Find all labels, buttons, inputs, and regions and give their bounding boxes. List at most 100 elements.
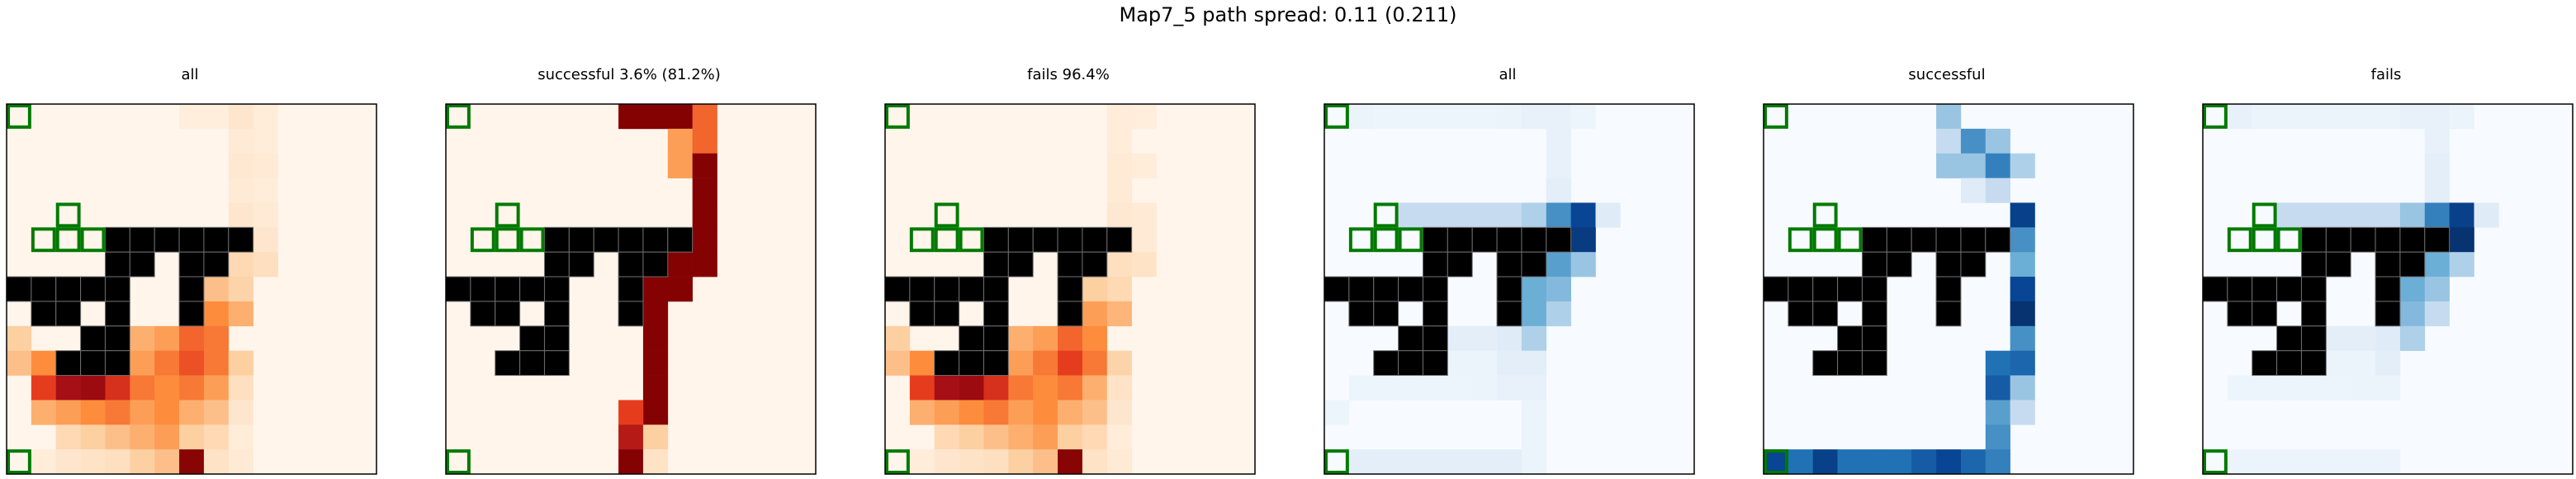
heat-cell (1960, 128, 1986, 154)
heat-cell (203, 325, 230, 351)
heat-cell (1082, 325, 1108, 351)
heat-cell (1546, 153, 1571, 178)
heat-cell (667, 277, 693, 302)
heat-cell (2424, 301, 2450, 327)
axes-frame (445, 103, 817, 475)
outlined-cell (31, 227, 56, 253)
heat-cell (1447, 449, 1473, 475)
obstacle-cell (2252, 276, 2278, 302)
obstacle-cell (1788, 276, 1814, 302)
heat-cell (1398, 449, 1423, 475)
obstacle-cell (1935, 301, 1962, 327)
heat-cell (1373, 375, 1399, 401)
panel-all-blues: all (1318, 58, 1698, 479)
heat-cell (1985, 424, 2010, 450)
obstacle-cell (55, 276, 82, 302)
heat-cell (1033, 424, 1058, 450)
heat-cell (228, 178, 253, 203)
heat-cell (1423, 375, 1448, 401)
obstacle-cell (1057, 251, 1083, 277)
heat-cell (2326, 104, 2351, 130)
heat-cell (1788, 449, 1814, 475)
heat-cell (2351, 449, 2376, 475)
axes-frame (6, 103, 377, 475)
heat-cell (1131, 153, 1157, 178)
heat-cell (692, 178, 717, 203)
obstacle-cell (1861, 276, 1887, 302)
heat-cell (1106, 277, 1132, 302)
heat-cell (667, 153, 693, 178)
heatmap-grid (2202, 103, 2574, 475)
panel-title: all (1499, 66, 1517, 83)
obstacle-cell (934, 301, 960, 327)
obstacle-cell (1471, 226, 1498, 253)
heat-cell (2010, 227, 2035, 253)
heat-cell (1082, 350, 1108, 376)
heat-cell (1546, 301, 1571, 327)
obstacle-cell (2375, 276, 2401, 302)
obstacle-cell (983, 251, 1009, 277)
heat-cell (1058, 400, 1083, 425)
obstacle-cell (2300, 276, 2327, 302)
heat-cell (2399, 202, 2426, 228)
obstacle-cell (1373, 276, 1399, 302)
heat-cell (80, 449, 106, 475)
outlined-cell (2227, 227, 2252, 253)
panel-title: fails 96.4% (1027, 66, 1110, 83)
obstacle-cell (104, 301, 130, 327)
heat-cell (2449, 104, 2474, 130)
heat-cell (31, 449, 57, 475)
heat-cell (2424, 153, 2450, 178)
heat-cell (2399, 325, 2426, 351)
obstacle-cell (2300, 350, 2327, 377)
heat-cell (253, 128, 278, 154)
panel-title: successful (1908, 66, 1986, 83)
heat-cell (642, 301, 669, 327)
obstacle-cell (568, 251, 594, 277)
heat-cell (934, 400, 959, 425)
obstacle-cell (178, 276, 205, 302)
heat-cell (2449, 202, 2474, 228)
heat-cell (2227, 104, 2253, 130)
heat-cell (228, 277, 253, 302)
heat-cell (1082, 301, 1108, 327)
heat-cell (909, 350, 935, 376)
heat-cell (130, 449, 155, 475)
obstacle-cell (1422, 226, 1448, 253)
heat-cell (934, 424, 959, 450)
heat-cell (1324, 400, 1350, 425)
panel-title: fails (2370, 66, 2402, 83)
outlined-cell (7, 104, 31, 129)
heat-cell (1521, 277, 1547, 302)
obstacle-cell (470, 276, 496, 302)
heat-cell (130, 424, 155, 450)
heat-cell (2326, 449, 2351, 475)
obstacle-cell (495, 276, 521, 302)
heat-cell (1008, 449, 1034, 475)
outlined-cell (55, 227, 81, 253)
obstacle-cell (1422, 301, 1448, 327)
obstacle-cell (2276, 276, 2302, 302)
obstacle-cell (1837, 276, 1863, 302)
heat-cell (253, 227, 278, 253)
heat-cell (1472, 104, 1498, 130)
heat-cell (1472, 350, 1498, 376)
obstacle-cell (1521, 251, 1547, 277)
heat-cell (179, 325, 205, 351)
obstacle-cell (618, 226, 644, 253)
heat-cell (1985, 153, 2010, 178)
heat-cell (1911, 449, 1937, 475)
heat-cell (228, 301, 253, 327)
obstacle-cell (2325, 251, 2351, 277)
heat-cell (179, 400, 205, 425)
heat-cell (1472, 375, 1498, 401)
heat-cell (1570, 104, 1596, 130)
outlined-cell (1788, 227, 1813, 253)
heat-cell (1058, 375, 1083, 401)
heat-cell (2010, 375, 2035, 401)
obstacle-cell (1935, 226, 1962, 253)
heat-cell (1447, 325, 1473, 351)
obstacle-cell (2252, 301, 2278, 327)
heat-cell (80, 400, 106, 425)
heat-cell (1521, 375, 1547, 401)
